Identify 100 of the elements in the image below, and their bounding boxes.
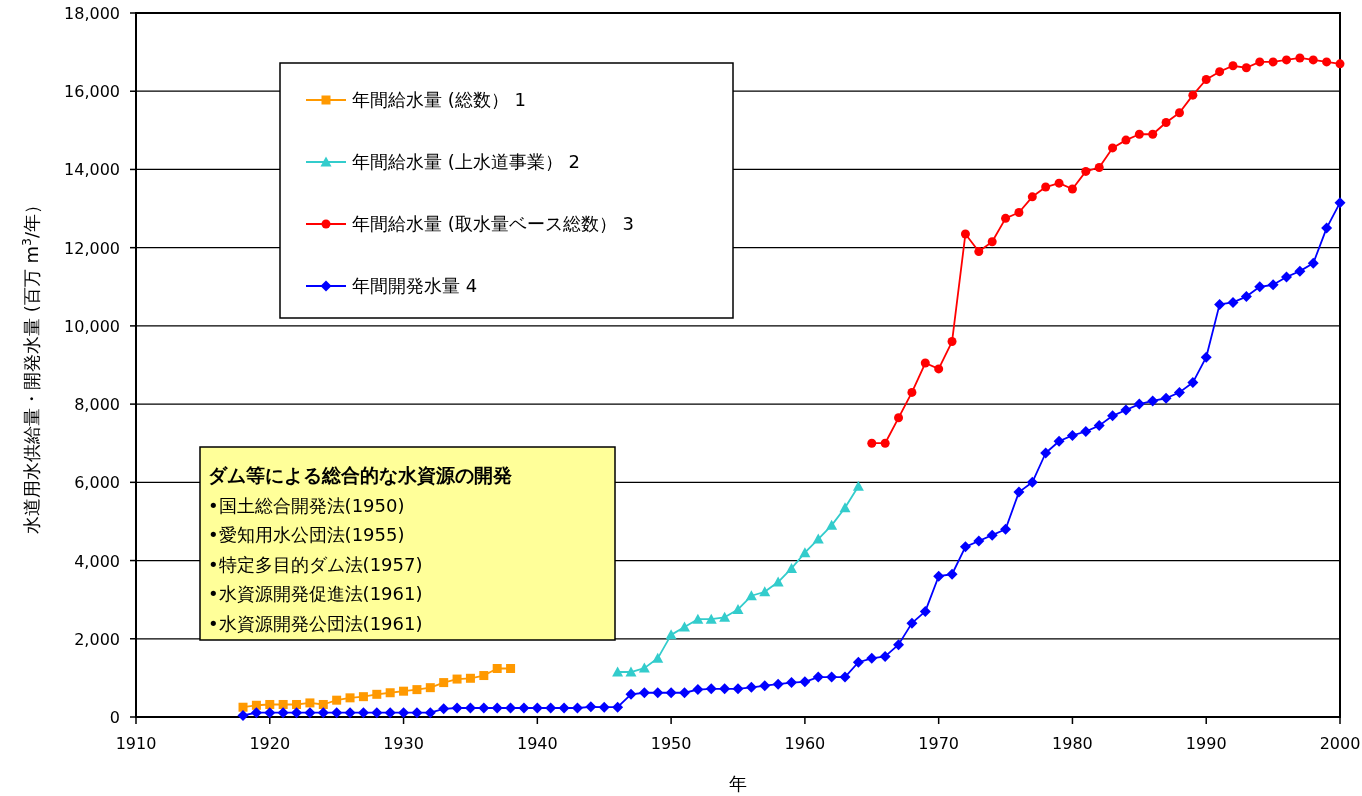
y-tick-label: 16,000 [64,82,120,102]
point [1054,178,1064,188]
point [638,662,650,673]
point [1014,207,1024,217]
point [1255,57,1265,67]
point [1268,57,1278,67]
point [278,699,288,709]
point [1121,135,1131,145]
point [799,547,811,558]
point [1188,90,1198,100]
x-tick-label: 1920 [249,734,291,753]
point [345,693,355,703]
point [1094,162,1104,172]
point [772,576,784,587]
annotation: •特定多目的ダム法(1957) [208,553,423,575]
point [1215,67,1225,77]
point [1228,61,1238,71]
point [745,590,757,601]
point [399,686,409,696]
point [412,685,422,695]
x-tick-label: 1930 [383,734,424,753]
point [692,613,704,624]
x-tick-label: 1970 [918,734,960,753]
y-tick-label: 18,000 [64,4,120,23]
point [465,673,475,683]
legend-label: 年間給水量 (取水量ベース総数） 3 [352,213,634,234]
y-tick-label: 6,000 [74,473,120,493]
x-tick-label: 1960 [784,734,826,753]
point [1201,74,1211,84]
point [439,678,449,688]
point [1041,182,1051,192]
point [1081,166,1091,176]
point [385,688,395,698]
annotation: •水資源開発促進法(1961) [208,583,423,604]
y-tick-label: 10,000 [64,316,120,336]
point [880,438,890,448]
point [786,562,798,573]
legend-label: 年間開発水量 4 [352,275,478,296]
point [452,674,462,684]
y-tick-label: 14,000 [64,160,120,180]
point [960,229,970,239]
point [1174,108,1184,118]
point [1335,59,1345,69]
point [920,358,930,368]
point [705,613,717,624]
x-axis-title: 年 [729,773,747,794]
annotation: •国土総合開発法(1950) [208,494,405,516]
point [1001,213,1011,223]
point [1027,192,1037,202]
point [238,702,248,712]
point [894,413,904,423]
point [612,666,624,677]
point [1108,143,1118,153]
y-tick-label: 8,000 [74,395,120,415]
x-tick-label: 2000 [1319,734,1361,753]
point [1295,53,1305,63]
y-tick-label: 0 [109,708,120,727]
point [867,438,877,448]
y-tick-label: 4,000 [74,551,120,571]
y-tick-label: 2,000 [74,629,120,649]
legend-label: 年間給水量 (上水道事業） 2 [352,151,580,172]
point [678,621,690,632]
point [479,671,489,681]
annotation: ダム等による総合的な水資源の開発 [208,464,512,486]
point [1148,129,1158,139]
point [358,692,368,702]
annotation: •水資源開発公団法(1961) [208,612,423,634]
point [947,337,957,347]
point [1281,55,1291,65]
point [934,364,944,374]
y-tick-label: 12,000 [64,238,120,258]
annotation: •愛知用水公団法(1955) [208,524,405,545]
point [372,689,382,699]
point [732,603,744,614]
legend-label: 年間給水量 (総数） 1 [352,89,526,110]
point [265,699,275,709]
x-tick-label: 1980 [1052,734,1093,753]
point [839,502,851,513]
point [665,629,677,640]
point [1134,129,1144,139]
point [652,652,664,663]
point [719,611,731,622]
x-tick-label: 1910 [115,734,157,753]
point [1161,118,1171,128]
point [852,480,864,491]
point [1067,184,1077,194]
x-tick-label: 1940 [516,734,558,753]
point [292,699,302,709]
point [826,519,838,530]
point [907,387,917,397]
point [974,247,984,257]
point [987,237,997,247]
point [1241,63,1251,73]
point [305,698,315,708]
point [1322,57,1332,67]
point [506,664,516,673]
point [332,695,342,705]
point [425,683,435,693]
point [625,666,637,677]
point [318,699,328,709]
